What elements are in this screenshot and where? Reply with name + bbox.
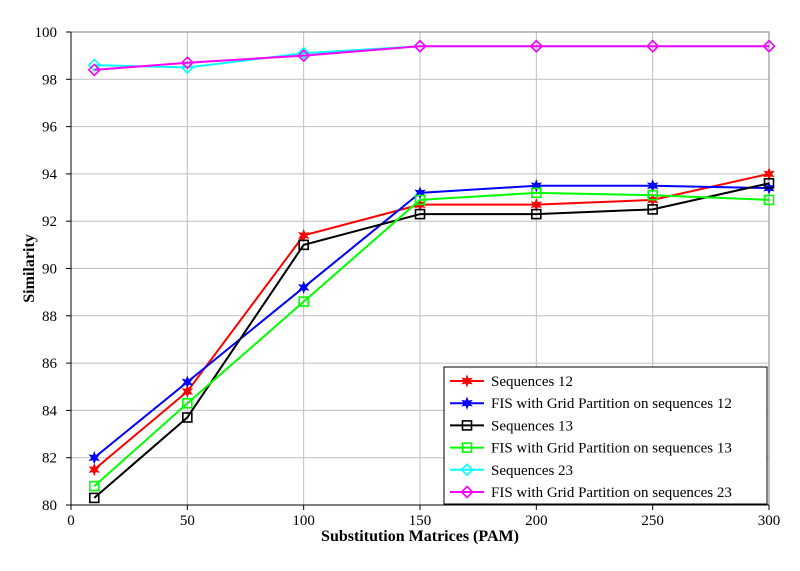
x-tick-label: 100 [292,513,315,529]
series-line [94,45,769,69]
y-tick-label: 100 [35,25,58,41]
legend-marker [461,374,473,388]
data-point [87,58,101,72]
series-line [93,182,770,499]
y-tick-label: 90 [42,262,57,278]
y-tick-label: 84 [42,403,58,419]
series-line [93,191,770,487]
legend-item: FIS with Grid Partition on sequences 13 [450,441,732,457]
data-point [647,189,658,201]
legend-item: Sequences 23 [450,463,573,479]
data-point [647,204,658,215]
data-point [762,39,776,53]
data-point [182,412,193,423]
y-tick-label: 92 [42,214,57,230]
data-point [88,492,100,504]
data-point [297,49,311,63]
y-tick-label: 88 [42,309,57,325]
data-point [297,280,310,295]
legend-item: Sequences 13 [450,418,573,434]
data-point [530,179,543,193]
data-point [529,39,543,53]
data-point [297,46,311,60]
legend-label: FIS with Grid Partition on sequences 12 [491,396,732,412]
series-line [94,45,769,71]
x-tick-label: 150 [409,513,432,529]
data-point [531,187,542,199]
data-point [414,186,426,200]
data-point [763,178,775,189]
legend-marker [460,485,474,499]
legend-box [443,366,768,505]
legend-item: FIS with Grid Partition on sequences 23 [450,485,732,501]
legend-label: FIS with Grid Partition on sequences 13 [491,441,732,457]
legend-marker [461,442,473,453]
x-tick-label: 50 [180,513,195,529]
axes: 0 50 100 150 200 250 300 80 82 84 86 88 90 92 94 96 98 10… [35,25,781,529]
y-tick-label: 82 [42,451,57,467]
legend-label: Sequences 23 [491,463,573,479]
y-tick-label: 96 [42,120,58,136]
y-tick-label: 80 [42,498,57,514]
data-point [414,194,426,206]
series-4 [88,187,775,492]
data-point [414,208,426,220]
x-tick-label: 0 [67,513,75,529]
x-axis-title: Substitution Matrices (PAM) [321,528,519,545]
data-point [298,296,309,307]
data-point [88,451,101,465]
y-tick-label: 98 [42,72,57,88]
data-point [298,239,309,251]
x-tick-label: 250 [641,513,664,529]
y-tick-label: 94 [42,167,58,183]
legend: Sequences 12 FIS with Grid Partition on s… [443,366,768,505]
series-3 [88,178,775,504]
data-point [181,375,194,389]
data-point [646,39,660,53]
legend-label: Sequences 13 [491,418,573,434]
legend-item: FIS with Grid Partition on sequences 12 [450,396,732,412]
legend-item: Sequences 12 [450,374,573,390]
series-6 [87,39,776,77]
y-axis-title: Similarity [21,234,38,302]
data-point [88,462,101,477]
legend-marker [461,396,473,410]
data-point [531,208,542,220]
data-point [88,480,100,492]
data-point [763,194,775,206]
data-point [87,63,101,77]
x-tick-label: 200 [525,513,548,529]
y-tick-label: 86 [42,356,58,372]
legend-label: FIS with Grid Partition on sequences 23 [491,485,732,501]
legend-label: Sequences 12 [491,374,573,390]
legend-marker [460,463,474,477]
x-tick-label: 300 [758,513,781,529]
data-point [182,398,193,409]
legend-marker [461,420,473,431]
data-point [413,39,427,53]
data-point [181,384,194,399]
series-2 [88,179,775,465]
series-group [87,39,776,504]
data-point [180,56,194,70]
